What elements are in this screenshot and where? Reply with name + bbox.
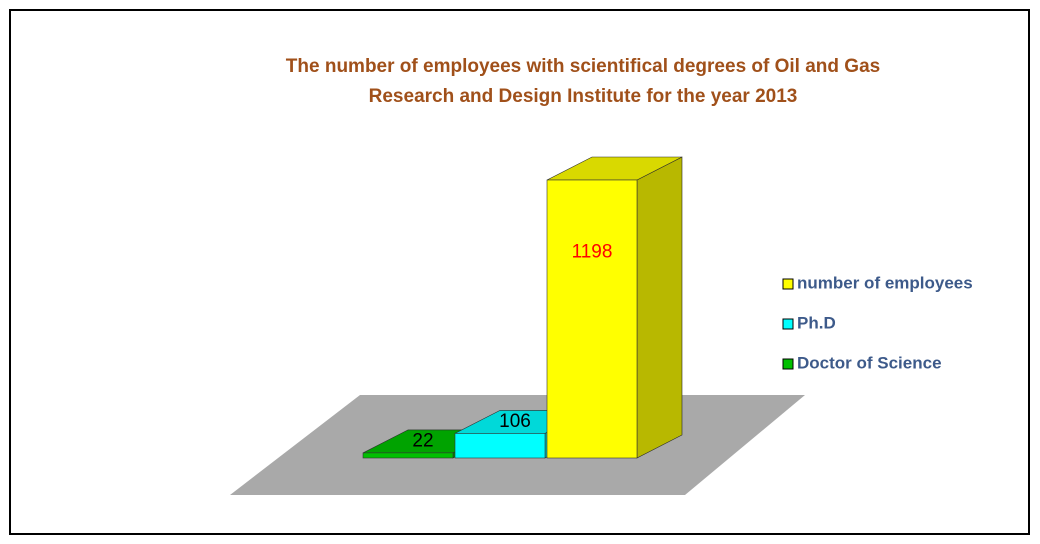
- data-label: 22: [412, 430, 433, 451]
- legend-label: number of employees: [797, 273, 973, 292]
- bar: [546, 179, 638, 459]
- legend-swatch: [782, 318, 794, 330]
- legend-label: Doctor of Science: [797, 353, 942, 372]
- data-label: 106: [499, 411, 531, 432]
- bar-side: [636, 156, 683, 459]
- legend-label: Ph.D: [797, 313, 836, 332]
- chart-title: The number of employees with scientifica…: [286, 56, 880, 77]
- legend-swatch: [782, 278, 794, 290]
- data-label: 1198: [572, 241, 613, 262]
- legend-swatch: [782, 358, 794, 370]
- bar: [454, 433, 546, 459]
- chart-title: Research and Design Institute for the ye…: [369, 86, 798, 107]
- bar: [362, 452, 454, 459]
